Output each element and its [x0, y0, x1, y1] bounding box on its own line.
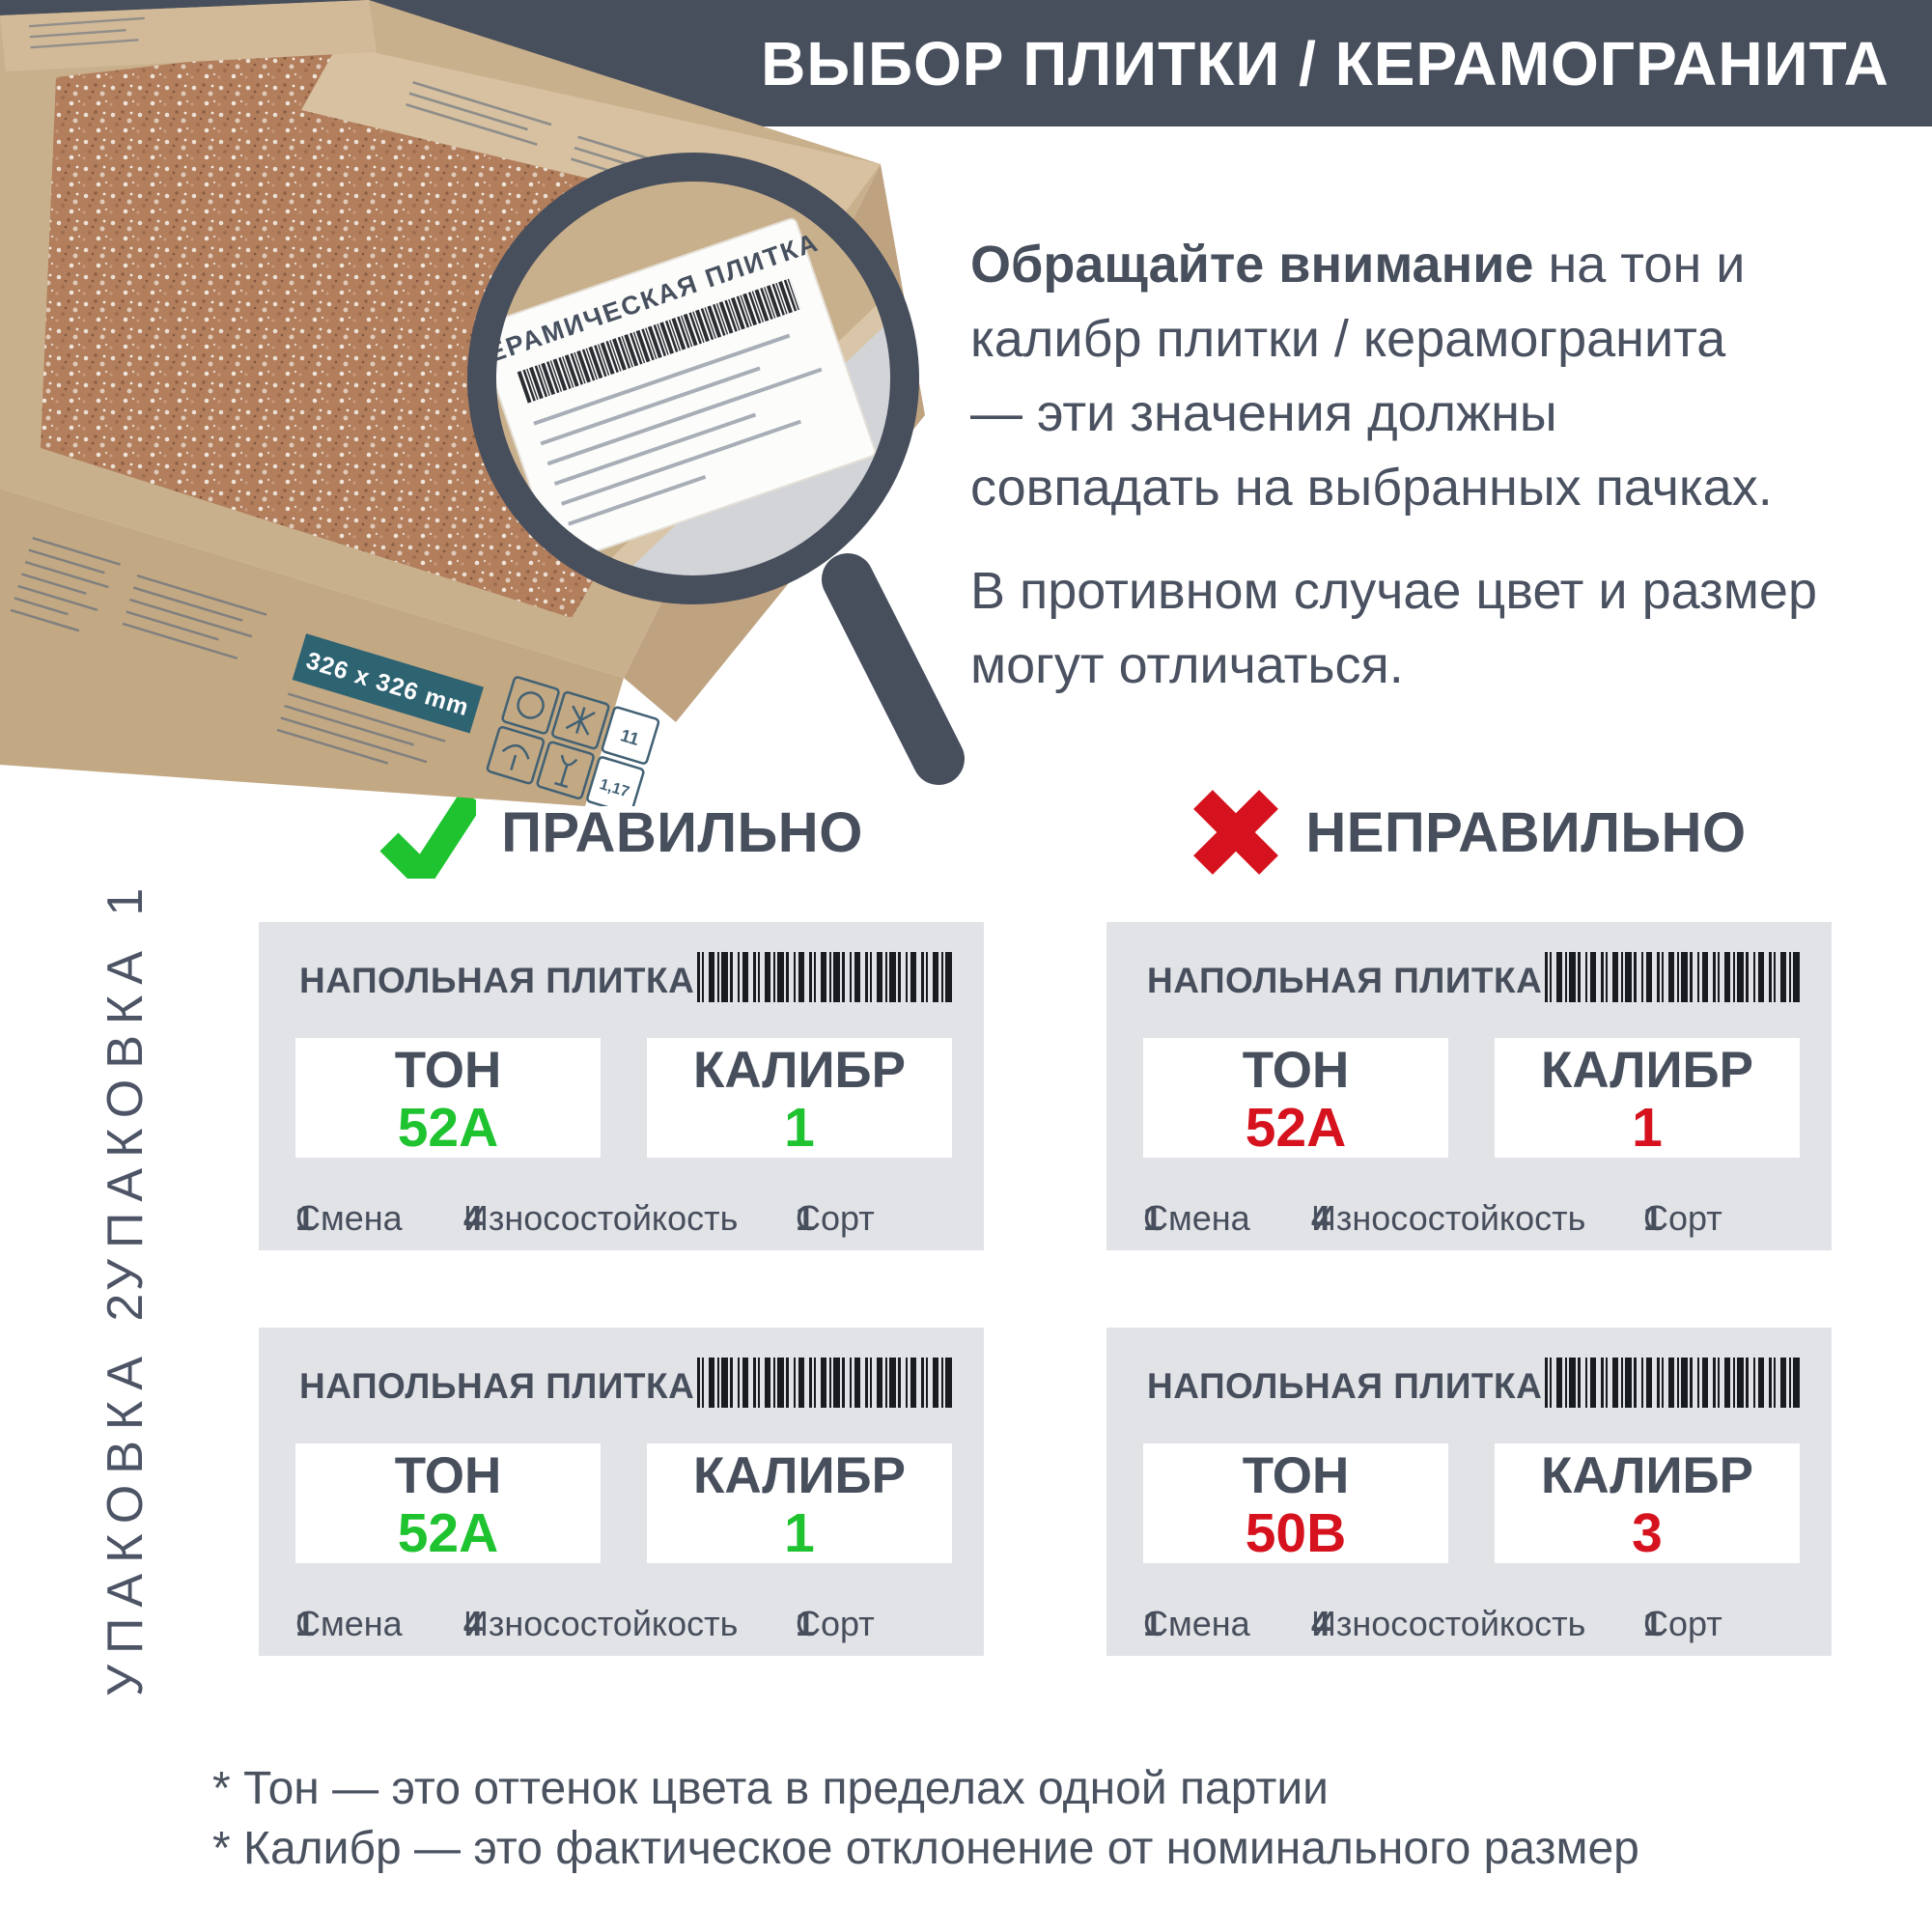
barcode	[1545, 952, 1802, 1002]
row-label-package-2: УПАКОВКА 2	[98, 1282, 154, 1696]
row-label-package-1: УПАКОВКА 1	[98, 877, 154, 1291]
card-meta: Смена 1 Износостойкость 4 Сорт 1	[295, 1198, 875, 1238]
page-title: ВЫБОР ПЛИТКИ / КЕРАМОГРАНИТА	[761, 28, 1890, 98]
magnifier: КЕРАМИЧЕСКАЯ ПЛИТКА	[467, 153, 965, 785]
caliber-label: КАЛИБР	[1541, 1042, 1753, 1099]
column-header-label: ПРАВИЛЬНО	[501, 800, 863, 864]
footnote-caliber: * Калибр — это фактическое отклонение от…	[212, 1823, 1639, 1874]
ton-value: 50В	[1245, 1502, 1347, 1564]
card-meta: Смена 1 Износостойкость 4 Сорт 1	[1143, 1604, 1722, 1643]
product-name: НАПОЛЬНАЯ ПЛИТКА	[299, 961, 695, 1000]
intro-paragraph-1: Обращайте внимание на тон и калибр плитк…	[970, 236, 1773, 517]
footnote-ton: * Тон — это оттенок цвета в пределах одн…	[212, 1763, 1329, 1814]
label-barcode	[516, 278, 801, 404]
ton-label: ТОН	[1242, 1042, 1350, 1099]
caliber-box: КАЛИБР 1	[647, 1443, 952, 1563]
ton-label: ТОН	[394, 1447, 502, 1504]
cross-icon	[1193, 790, 1279, 875]
ton-value: 52А	[1245, 1097, 1347, 1159]
caliber-value: 3	[1632, 1502, 1663, 1564]
footnotes: * Тон — это оттенок цвета в пределах одн…	[212, 1759, 1639, 1879]
column-header-label: НЕПРАВИЛЬНО	[1305, 800, 1747, 864]
caliber-box: КАЛИБР 3	[1495, 1443, 1800, 1563]
caliber-value: 1	[784, 1097, 815, 1159]
barcode	[697, 952, 954, 1002]
ton-box: ТОН 50В	[1143, 1443, 1448, 1563]
recycle-icon	[517, 691, 545, 719]
snowflake-icon	[565, 705, 596, 736]
ton-box: ТОН 52А	[295, 1038, 601, 1158]
ton-box: ТОН 52А	[295, 1443, 601, 1563]
ton-label: ТОН	[1242, 1447, 1350, 1504]
caliber-label: КАЛИБР	[1541, 1447, 1753, 1504]
caliber-label: КАЛИБР	[693, 1447, 906, 1504]
intro-text: Обращайте внимание на тон и калибр плитк…	[970, 228, 1912, 703]
box-icon-number: 11	[618, 725, 641, 749]
umbrella-icon	[501, 743, 530, 770]
ton-value: 52А	[397, 1097, 499, 1159]
ton-box: ТОН 52А	[1143, 1038, 1448, 1158]
tile-label-card-wrong-2: НАПОЛЬНАЯ ПЛИТКА ТОН 50В КАЛИБР 3 Смена …	[1106, 1328, 1832, 1656]
caliber-box: КАЛИБР 1	[1495, 1038, 1800, 1158]
barcode	[697, 1358, 954, 1408]
column-header-correct: ПРАВИЛЬНО	[259, 778, 984, 886]
tile-label-card-correct-2: НАПОЛЬНАЯ ПЛИТКА ТОН 52А КАЛИБР 1 Смена …	[259, 1328, 984, 1656]
ton-value: 52А	[397, 1502, 499, 1564]
card-meta: Смена 1 Износостойкость 4 Сорт 1	[295, 1604, 875, 1643]
product-name: НАПОЛЬНАЯ ПЛИТКА	[299, 1366, 695, 1406]
ton-label: ТОН	[394, 1042, 502, 1099]
product-name: НАПОЛЬНАЯ ПЛИТКА	[1147, 1366, 1543, 1406]
box-handling-icons	[486, 676, 660, 815]
box-photo: 326 x 326 mm 11 1,17	[0, 0, 966, 815]
magnifier-handle	[822, 553, 965, 785]
card-meta: Смена 1 Износостойкость 4 Сорт 1	[1143, 1198, 1722, 1238]
check-icon	[379, 790, 477, 879]
product-name: НАПОЛЬНАЯ ПЛИТКА	[1147, 961, 1543, 1000]
caliber-value: 1	[784, 1502, 815, 1564]
intro-lead: Обращайте внимание	[970, 236, 1534, 294]
tile-label-card-wrong-1: НАПОЛЬНАЯ ПЛИТКА ТОН 52А КАЛИБР 1 Смена …	[1106, 922, 1832, 1250]
caliber-box: КАЛИБР 1	[647, 1038, 952, 1158]
tile-label-card-correct-1: НАПОЛЬНАЯ ПЛИТКА ТОН 52А КАЛИБР 1 Смена …	[259, 922, 984, 1250]
magnifier-ring	[467, 153, 919, 604]
caliber-label: КАЛИБР	[693, 1042, 906, 1099]
box-icon-number: 1,17	[598, 776, 631, 800]
barcode	[1545, 1358, 1802, 1408]
column-header-wrong: НЕПРАВИЛЬНО	[1106, 778, 1832, 886]
box-size-band	[292, 633, 484, 734]
intro-paragraph-2: В противном случае цвет и размер могут о…	[970, 562, 1817, 694]
caliber-value: 1	[1632, 1097, 1663, 1159]
fragile-glass-icon	[553, 754, 578, 789]
